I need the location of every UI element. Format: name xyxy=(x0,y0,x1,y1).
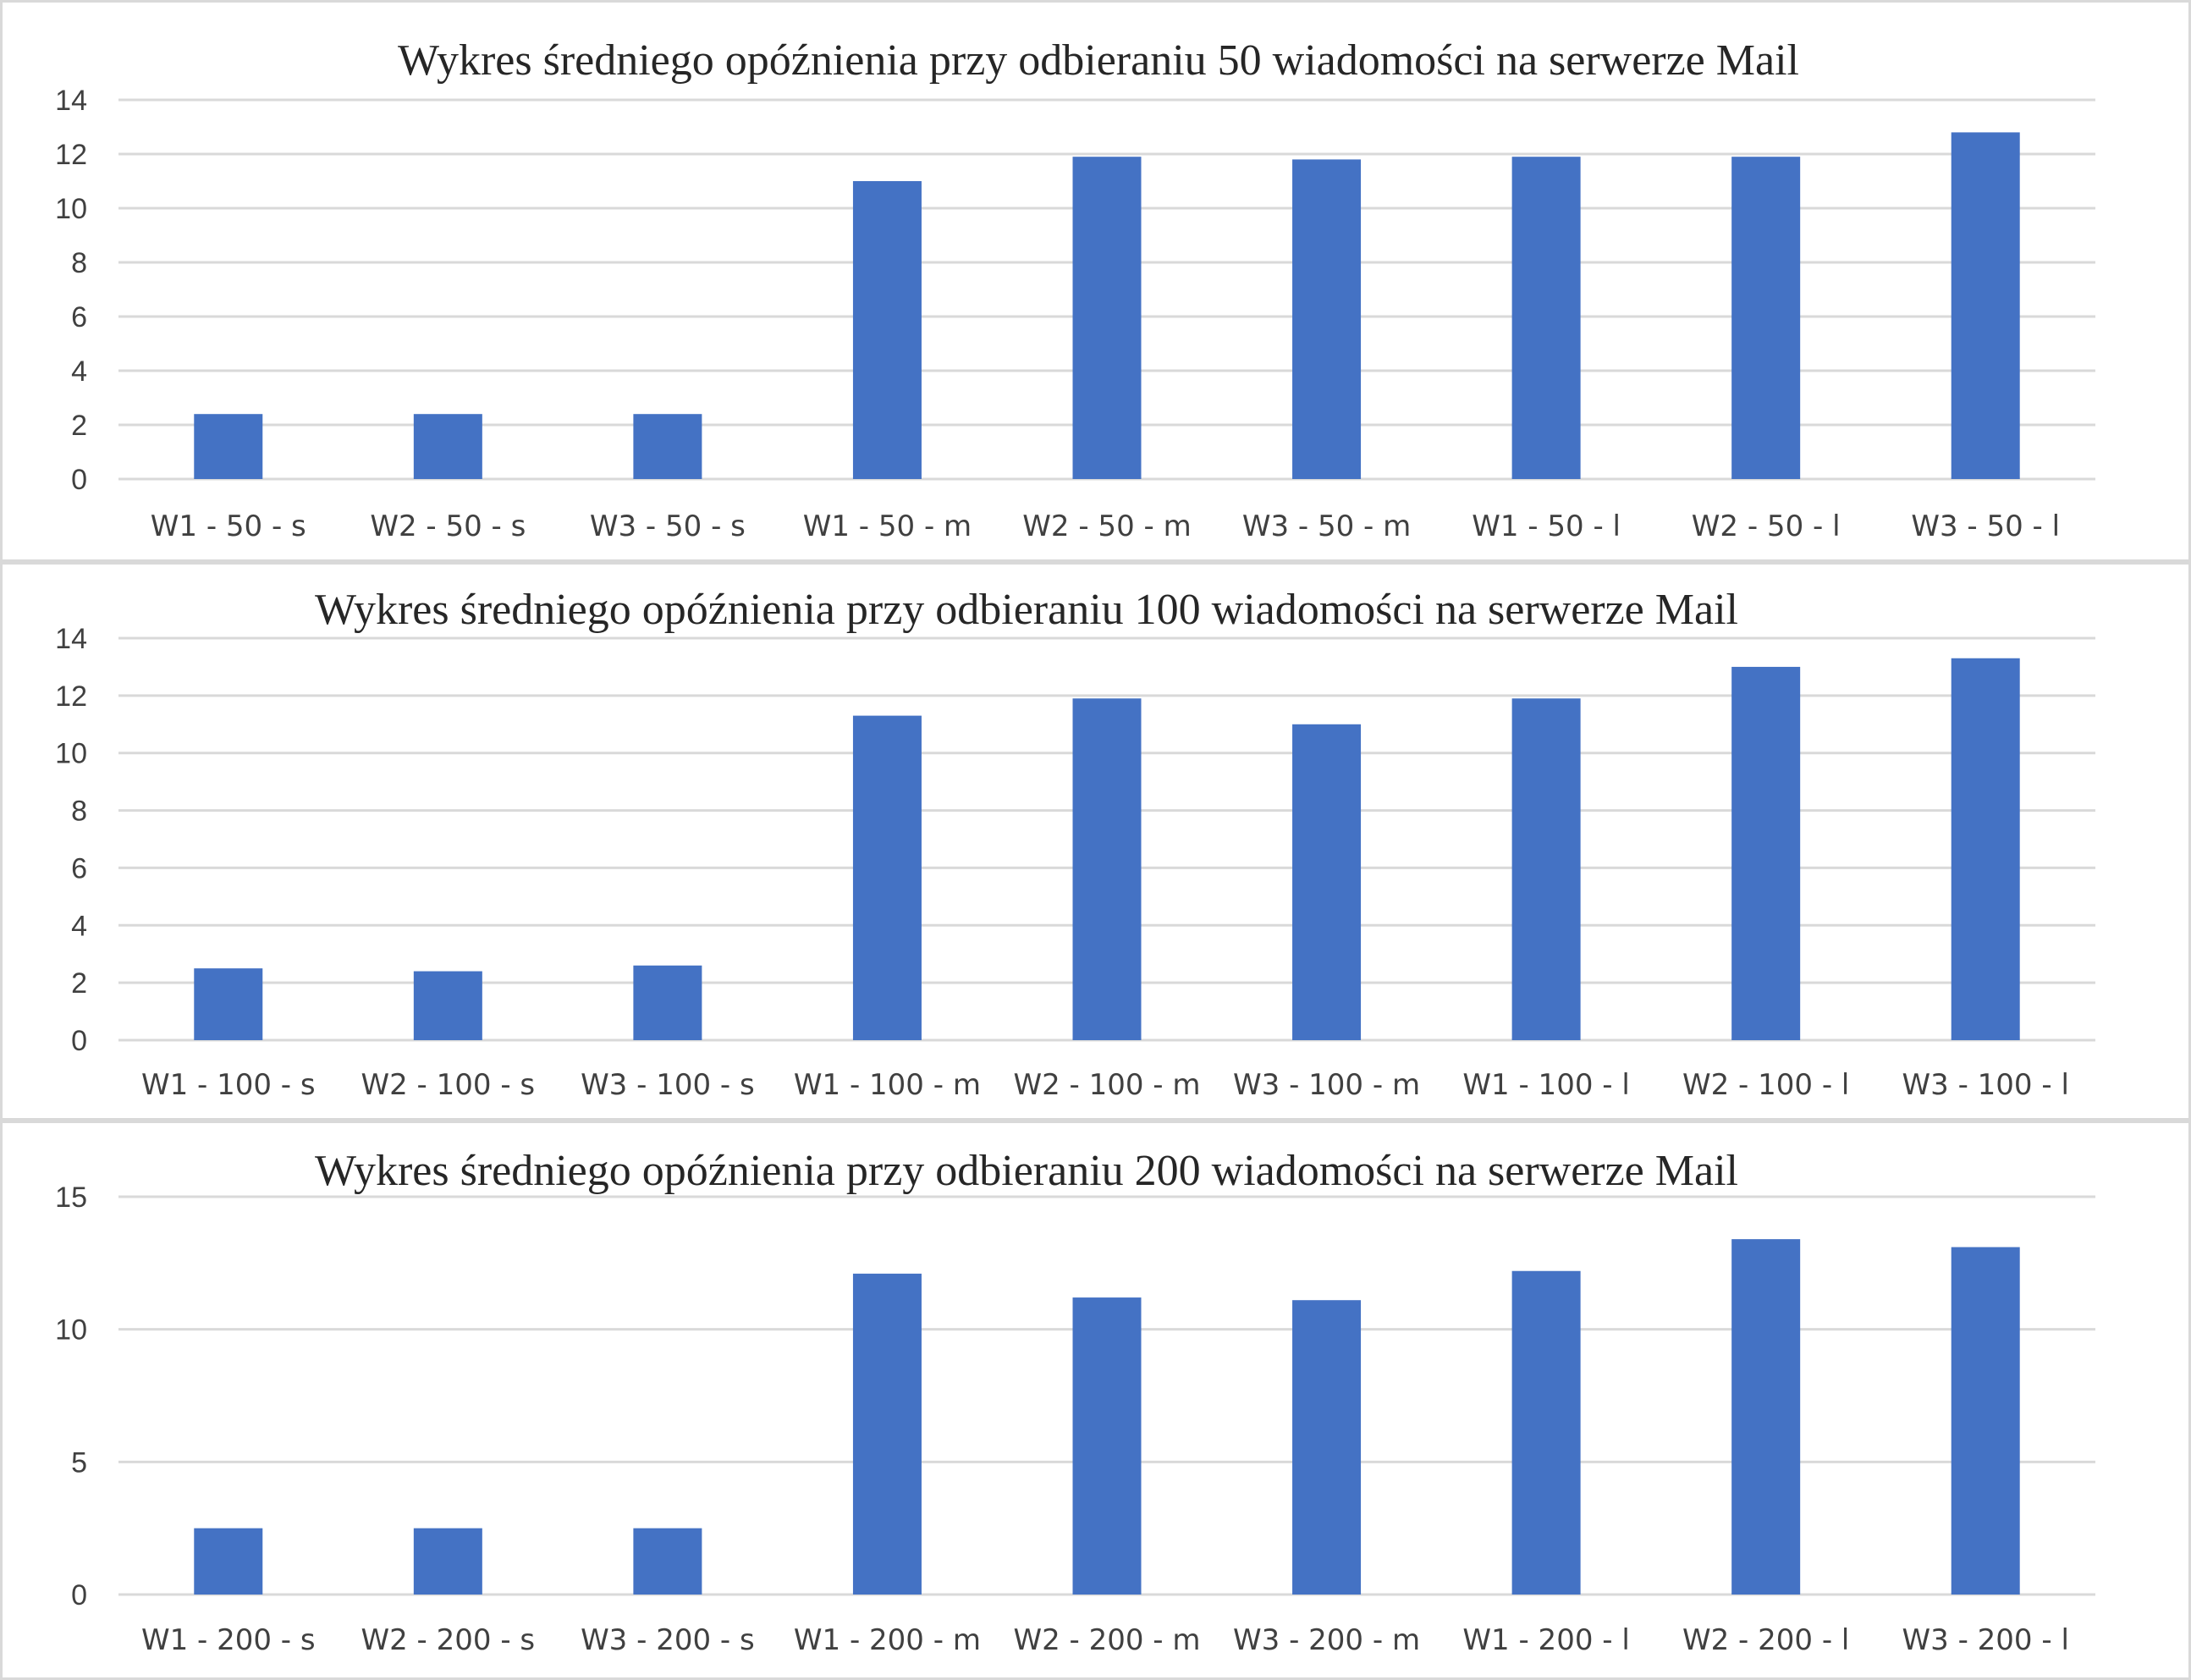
y-tick-label: 12 xyxy=(55,139,87,171)
chart-panel-200: Wykres średniego opóźnienia przy odbiera… xyxy=(0,1121,2191,1680)
bar xyxy=(194,414,263,479)
bar xyxy=(1731,666,1801,1040)
y-tick-label: 12 xyxy=(55,680,87,713)
bar xyxy=(413,1528,482,1595)
x-tick-label: W1 - 100 - l xyxy=(1462,1068,1629,1102)
bar xyxy=(1511,698,1581,1040)
y-tick-label: 2 xyxy=(71,410,87,442)
x-tick-label: W1 - 200 - m xyxy=(794,1623,981,1657)
x-tick-label: W2 - 50 - s xyxy=(370,510,526,543)
chart-title: Wykres średniego opóźnienia przy odbiera… xyxy=(398,36,1799,85)
bar xyxy=(1511,157,1581,479)
bar xyxy=(1951,658,2020,1040)
x-tick-label: W2 - 50 - m xyxy=(1022,510,1191,543)
x-tick-label: W1 - 200 - s xyxy=(141,1623,316,1657)
x-tick-label: W2 - 100 - s xyxy=(361,1068,536,1102)
x-tick-label: W3 - 50 - m xyxy=(1242,510,1411,543)
y-tick-label: 4 xyxy=(71,355,87,388)
x-tick-label: W1 - 200 - l xyxy=(1462,1623,1629,1657)
x-tick-label: W3 - 50 - l xyxy=(1911,510,2060,543)
bar xyxy=(413,414,482,479)
y-tick-label: 0 xyxy=(71,1025,87,1057)
y-tick-label: 6 xyxy=(71,852,87,884)
x-tick-label: W3 - 100 - l xyxy=(1902,1068,2069,1102)
y-tick-label: 0 xyxy=(71,464,87,496)
x-tick-label: W3 - 200 - s xyxy=(581,1623,755,1657)
bar-chart-100: Wykres średniego opóźnienia przy odbiera… xyxy=(55,586,2095,1102)
x-tick-label: W2 - 50 - l xyxy=(1692,510,1841,543)
bar-chart-50: Wykres średniego opóźnienia przy odbiera… xyxy=(55,36,2095,543)
x-tick-label: W3 - 100 - s xyxy=(581,1068,755,1102)
x-tick-label: W1 - 100 - s xyxy=(141,1068,316,1102)
bar xyxy=(1072,157,1142,479)
y-tick-label: 8 xyxy=(71,247,87,279)
x-tick-label: W2 - 200 - s xyxy=(361,1623,536,1657)
bar xyxy=(1731,157,1801,479)
bar xyxy=(194,1528,263,1595)
bar xyxy=(633,414,702,479)
y-tick-label: 4 xyxy=(71,910,87,942)
x-tick-label: W3 - 100 - m xyxy=(1233,1068,1420,1102)
bar-chart-200: Wykres średniego opóźnienia przy odbiera… xyxy=(55,1147,2095,1657)
bar xyxy=(1072,1297,1142,1595)
chart-title: Wykres średniego opóźnienia przy odbiera… xyxy=(315,586,1738,634)
bar xyxy=(1292,724,1362,1040)
y-tick-label: 10 xyxy=(55,1314,87,1347)
bar xyxy=(413,971,482,1040)
y-tick-label: 10 xyxy=(55,193,87,225)
x-tick-label: W3 - 200 - m xyxy=(1233,1623,1420,1657)
y-tick-label: 10 xyxy=(55,738,87,770)
x-tick-label: W1 - 50 - l xyxy=(1472,510,1621,543)
bar xyxy=(633,1528,702,1595)
bar xyxy=(1292,159,1362,479)
bar xyxy=(1951,1247,2020,1595)
y-tick-label: 6 xyxy=(71,301,87,333)
y-tick-label: 0 xyxy=(71,1579,87,1611)
bar xyxy=(1731,1239,1801,1595)
x-tick-label: W3 - 200 - l xyxy=(1902,1623,2069,1657)
y-tick-label: 5 xyxy=(71,1446,87,1479)
bar xyxy=(852,1273,922,1595)
bar xyxy=(1951,132,2020,479)
y-tick-label: 14 xyxy=(55,623,87,655)
y-tick-label: 8 xyxy=(71,796,87,828)
bar xyxy=(852,715,922,1040)
y-tick-label: 2 xyxy=(71,967,87,1000)
x-tick-label: W2 - 200 - l xyxy=(1682,1623,1849,1657)
y-tick-label: 14 xyxy=(55,85,87,117)
bar xyxy=(1292,1300,1362,1595)
bar xyxy=(633,965,702,1040)
bar xyxy=(194,968,263,1040)
x-tick-label: W1 - 100 - m xyxy=(794,1068,981,1102)
x-tick-label: W1 - 50 - s xyxy=(151,510,306,543)
chart-panel-50: Wykres średniego opóźnienia przy odbiera… xyxy=(0,0,2191,562)
x-tick-label: W2 - 100 - m xyxy=(1013,1068,1200,1102)
x-tick-label: W3 - 50 - s xyxy=(590,510,746,543)
chart-panel-100: Wykres średniego opóźnienia przy odbiera… xyxy=(0,562,2191,1121)
bar xyxy=(1511,1270,1581,1595)
bar xyxy=(1072,698,1142,1040)
chart-title: Wykres średniego opóźnienia przy odbiera… xyxy=(315,1147,1738,1195)
x-tick-label: W1 - 50 - m xyxy=(803,510,972,543)
y-tick-label: 15 xyxy=(55,1182,87,1214)
x-tick-label: W2 - 100 - l xyxy=(1682,1068,1849,1102)
x-tick-label: W2 - 200 - m xyxy=(1013,1623,1200,1657)
bar xyxy=(852,181,922,479)
